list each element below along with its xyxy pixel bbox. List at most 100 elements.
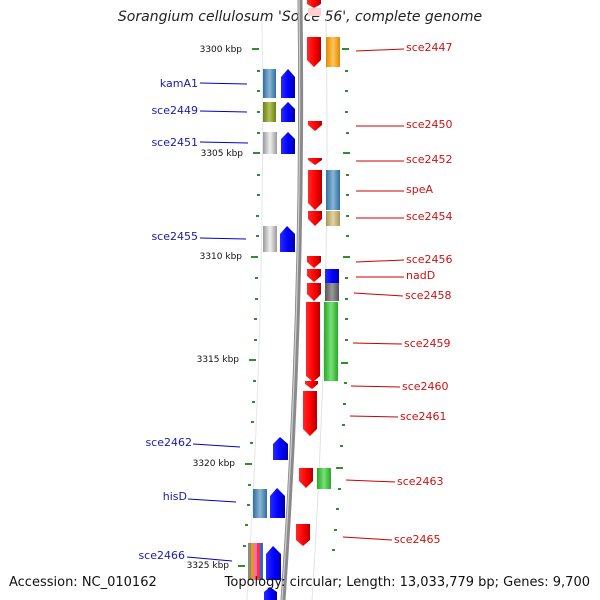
gene-label-sce2466[interactable]: sce2466	[138, 549, 185, 562]
gene-label-speA[interactable]: speA	[406, 183, 433, 196]
gene-label-sce2458[interactable]: sce2458	[405, 289, 452, 302]
gene-arrow-up	[273, 437, 288, 460]
gene-kamA1[interactable]	[263, 69, 295, 98]
genome-backbone	[280, 0, 304, 600]
label-leader	[350, 385, 401, 388]
gene-sce2447[interactable]	[307, 37, 340, 67]
gene-label-sce2449[interactable]: sce2449	[151, 104, 198, 117]
gene-label-sce2455[interactable]: sce2455	[151, 230, 198, 243]
minor-tick	[332, 549, 335, 551]
gene-sce2462[interactable]	[273, 437, 288, 460]
gene-label-sce2447[interactable]: sce2447	[406, 41, 453, 54]
gene-sce2461[interactable]	[303, 391, 317, 436]
gene-nadD[interactable]	[307, 269, 339, 283]
minor-tick	[247, 504, 250, 506]
scale-label: 3325 kbp	[187, 561, 230, 571]
major-tick	[251, 256, 258, 258]
cog-box	[326, 211, 340, 226]
cog-box	[260, 543, 263, 580]
gene-arrow-down	[307, 269, 321, 282]
label-leader	[199, 237, 247, 240]
gene-label-sce2451[interactable]: sce2451	[151, 136, 198, 149]
gene-label-sce2456[interactable]: sce2456	[406, 253, 453, 266]
label-leader	[199, 110, 248, 113]
cog-box	[263, 132, 277, 154]
gene-sce2455[interactable]	[263, 226, 295, 252]
gene-sce2449[interactable]	[263, 102, 295, 122]
minor-tick	[257, 194, 260, 196]
minor-tick	[252, 401, 255, 403]
minor-tick	[257, 174, 260, 176]
gene-sce2452[interactable]	[308, 158, 322, 165]
minor-tick	[255, 298, 258, 300]
scale-ticks	[238, 48, 350, 567]
gene-arrow-down	[307, 283, 321, 301]
major-tick	[245, 463, 252, 465]
gene-arrow-up	[264, 587, 277, 600]
gene-speA[interactable]	[308, 170, 340, 210]
gene-label-sce2452[interactable]: sce2452	[406, 153, 453, 166]
minor-tick	[346, 194, 349, 196]
gene-arrow-up	[281, 132, 295, 154]
minor-tick	[257, 111, 260, 113]
gene-label-sce2450[interactable]: sce2450	[406, 118, 453, 131]
minor-tick	[346, 174, 349, 176]
cog-box	[257, 543, 260, 580]
gene-label-sce2459[interactable]: sce2459	[404, 337, 451, 350]
scale-label: 3320 kbp	[193, 459, 236, 469]
gene-label-kamA1[interactable]: kamA1	[160, 77, 198, 90]
gene-sce2460[interactable]	[305, 381, 318, 389]
gene-sce2465[interactable]	[296, 524, 310, 546]
gene-label-sce2463[interactable]: sce2463	[397, 475, 444, 488]
gene-sce2466[interactable]	[248, 543, 281, 600]
gene-label-sce2465[interactable]: sce2465	[394, 533, 441, 546]
gene-sce2451[interactable]	[263, 132, 295, 154]
gene-top-partial[interactable]	[307, 0, 321, 16]
gene-arrow-down	[308, 121, 322, 131]
gene-label-sce2461[interactable]: sce2461	[400, 410, 447, 423]
gene-arrow-up	[280, 226, 295, 252]
gene-sce2463[interactable]	[299, 468, 331, 489]
gene-sce2459[interactable]	[306, 302, 338, 382]
minor-tick	[257, 90, 260, 92]
minor-tick	[346, 132, 349, 134]
minor-tick	[345, 339, 348, 341]
gene-hisD[interactable]	[253, 488, 285, 518]
minor-tick	[253, 380, 256, 382]
minor-tick	[254, 339, 257, 341]
minor-tick	[345, 277, 348, 279]
gene-sce2454[interactable]	[308, 211, 340, 226]
gene-arrow-down	[307, 0, 321, 8]
gene-label-sce2462[interactable]: sce2462	[145, 436, 192, 449]
cog-box	[263, 226, 277, 252]
scale-label: 3305 kbp	[201, 149, 244, 159]
cog-box	[326, 37, 340, 67]
gene-label-sce2460[interactable]: sce2460	[402, 380, 449, 393]
label-leader	[355, 259, 405, 263]
genome-summary-text: Topology: circular; Length: 13,033,779 b…	[224, 575, 590, 590]
gene-arrow-down	[305, 381, 318, 389]
major-tick	[249, 359, 256, 361]
minor-tick	[255, 277, 258, 279]
gene-arrow-down	[308, 170, 322, 210]
label-leader	[342, 536, 393, 541]
gene-label-sce2454[interactable]: sce2454	[406, 210, 453, 223]
gene-label-hisD[interactable]: hisD	[163, 490, 187, 503]
genome-backbone-highlight	[281, 0, 301, 600]
cog-box	[263, 69, 276, 98]
gene-arrow-up	[281, 69, 295, 98]
label-leader	[349, 415, 399, 418]
gene-arrow-down	[296, 524, 310, 546]
label-leader	[187, 498, 237, 503]
minor-tick	[340, 445, 343, 447]
minor-tick	[336, 508, 339, 510]
minor-tick	[345, 111, 348, 113]
gene-sce2450[interactable]	[308, 121, 322, 131]
gene-label-nadD[interactable]: nadD	[406, 269, 435, 282]
gene-sce2458[interactable]	[307, 283, 339, 301]
gene-sce2456[interactable]	[307, 256, 321, 268]
major-tick	[253, 152, 260, 154]
gene-arrow-down	[303, 391, 317, 436]
major-tick	[252, 48, 259, 50]
accession-text: Accession: NC_010162	[9, 575, 157, 590]
